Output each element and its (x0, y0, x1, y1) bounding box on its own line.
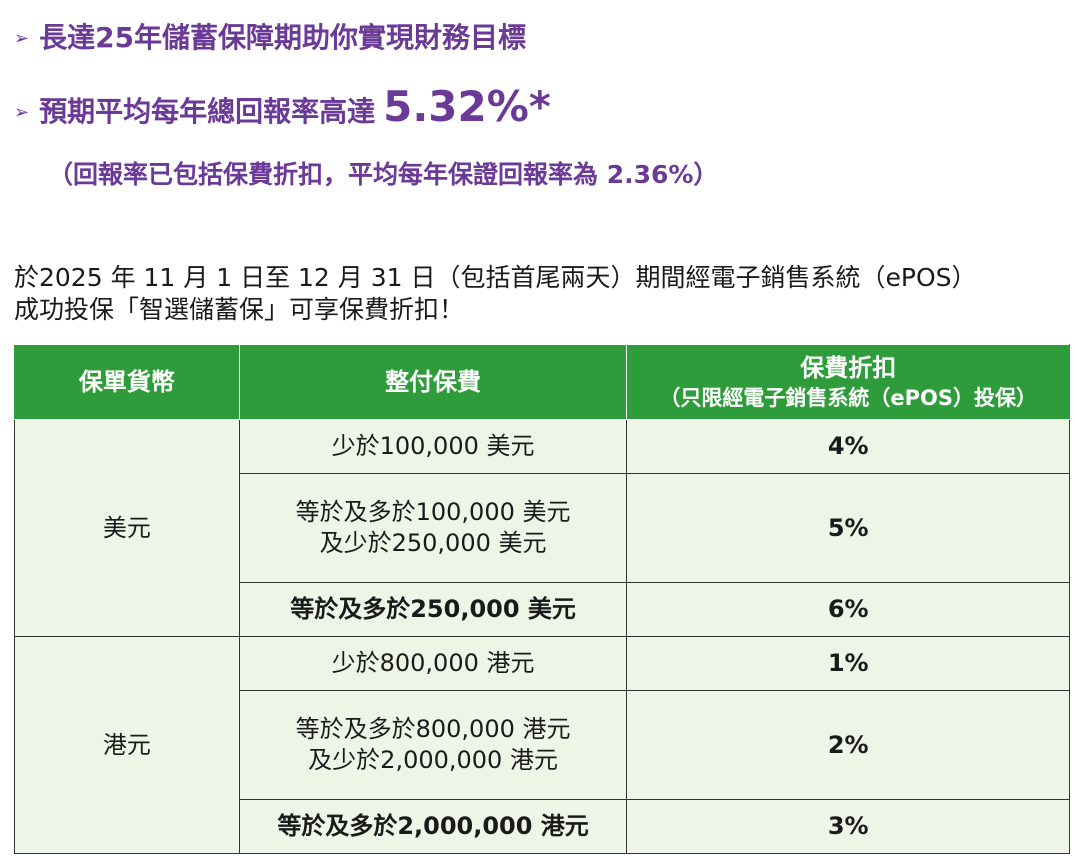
table-row: 等於及多於100,000 美元 及少於250,000 美元 5% (15, 473, 1070, 583)
premium-cell-line1: 等於及多於100,000 美元 (295, 498, 571, 526)
discount-rate-cell: 6% (626, 582, 1070, 637)
arrow-bullet-icon: ➢ (14, 28, 30, 49)
discount-rate-cell: 5% (626, 473, 1070, 583)
promo-intro-line1: 於2025 年 11 月 1 日至 12 月 31 日（包括首尾兩天）期間經電子… (14, 263, 977, 292)
discount-rate-cell: 2% (626, 690, 1070, 800)
table-row: 等於及多於800,000 港元 及少於2,000,000 港元 2% (15, 690, 1070, 800)
premium-cell: 等於及多於100,000 美元 及少於250,000 美元 (238, 473, 628, 583)
headline-savings-term: ➢ 長達25年儲蓄保障期助你實現財務目標 (14, 16, 526, 56)
return-rate-note: （回報率已包括保費折扣，平均每年保證回報率為 2.36%） (48, 160, 719, 189)
premium-cell: 等於及多於250,000 美元 (238, 582, 628, 637)
arrow-bullet-icon: ➢ (14, 102, 30, 123)
table-row: 等於及多於2,000,000 港元 3% (15, 799, 1070, 854)
headline-return-rate-text: 預期平均每年總回報率高達 (39, 95, 376, 128)
premium-cell: 等於及多於2,000,000 港元 (238, 799, 628, 854)
promo-intro: 於2025 年 11 月 1 日至 12 月 31 日（包括首尾兩天）期間經電子… (14, 262, 1074, 326)
premium-cell-line1: 等於及多於800,000 港元 (295, 715, 571, 743)
header-premium-discount: 保費折扣 （只限經電子銷售系統（ePOS）投保） (626, 344, 1070, 420)
headline-return-rate: ➢ 預期平均每年總回報率高達 5.32%* (14, 82, 551, 131)
header-single-premium: 整付保費 (238, 344, 628, 420)
headline-return-rate-value: 5.32%* (383, 82, 551, 131)
header-premium-discount-subtitle: （只限經電子銷售系統（ePOS）投保） (659, 385, 1037, 410)
currency-cell-hkd: 港元 (14, 636, 240, 854)
table-row: 美元 少於100,000 美元 4% (14, 419, 1070, 637)
premium-cell: 少於100,000 美元 (238, 419, 628, 474)
table-header-row: 保單貨幣 整付保費 保費折扣 （只限經電子銷售系統（ePOS）投保） (14, 344, 1070, 420)
premium-discount-table: 保單貨幣 整付保費 保費折扣 （只限經電子銷售系統（ePOS）投保） 美元 少於… (14, 344, 1070, 854)
table-row: 港元 少於800,000 港元 1% (14, 636, 1070, 854)
discount-rate-cell: 1% (626, 636, 1070, 691)
header-premium-discount-title: 保費折扣 (800, 353, 897, 382)
promo-intro-line2: 成功投保「智選儲蓄保」可享保費折扣！ (14, 295, 465, 324)
headline-savings-term-text: 長達25年儲蓄保障期助你實現財務目標 (39, 21, 527, 54)
discount-rate-cell: 4% (626, 419, 1070, 474)
header-policy-currency: 保單貨幣 (14, 344, 240, 420)
currency-cell-usd: 美元 (14, 419, 240, 637)
premium-cell: 等於及多於800,000 港元 及少於2,000,000 港元 (238, 690, 628, 800)
premium-cell-line2: 及少於2,000,000 港元 (308, 746, 558, 774)
premium-cell: 少於800,000 港元 (238, 636, 628, 691)
premium-cell-line2: 及少於250,000 美元 (319, 529, 547, 557)
discount-rate-cell: 3% (626, 799, 1070, 854)
